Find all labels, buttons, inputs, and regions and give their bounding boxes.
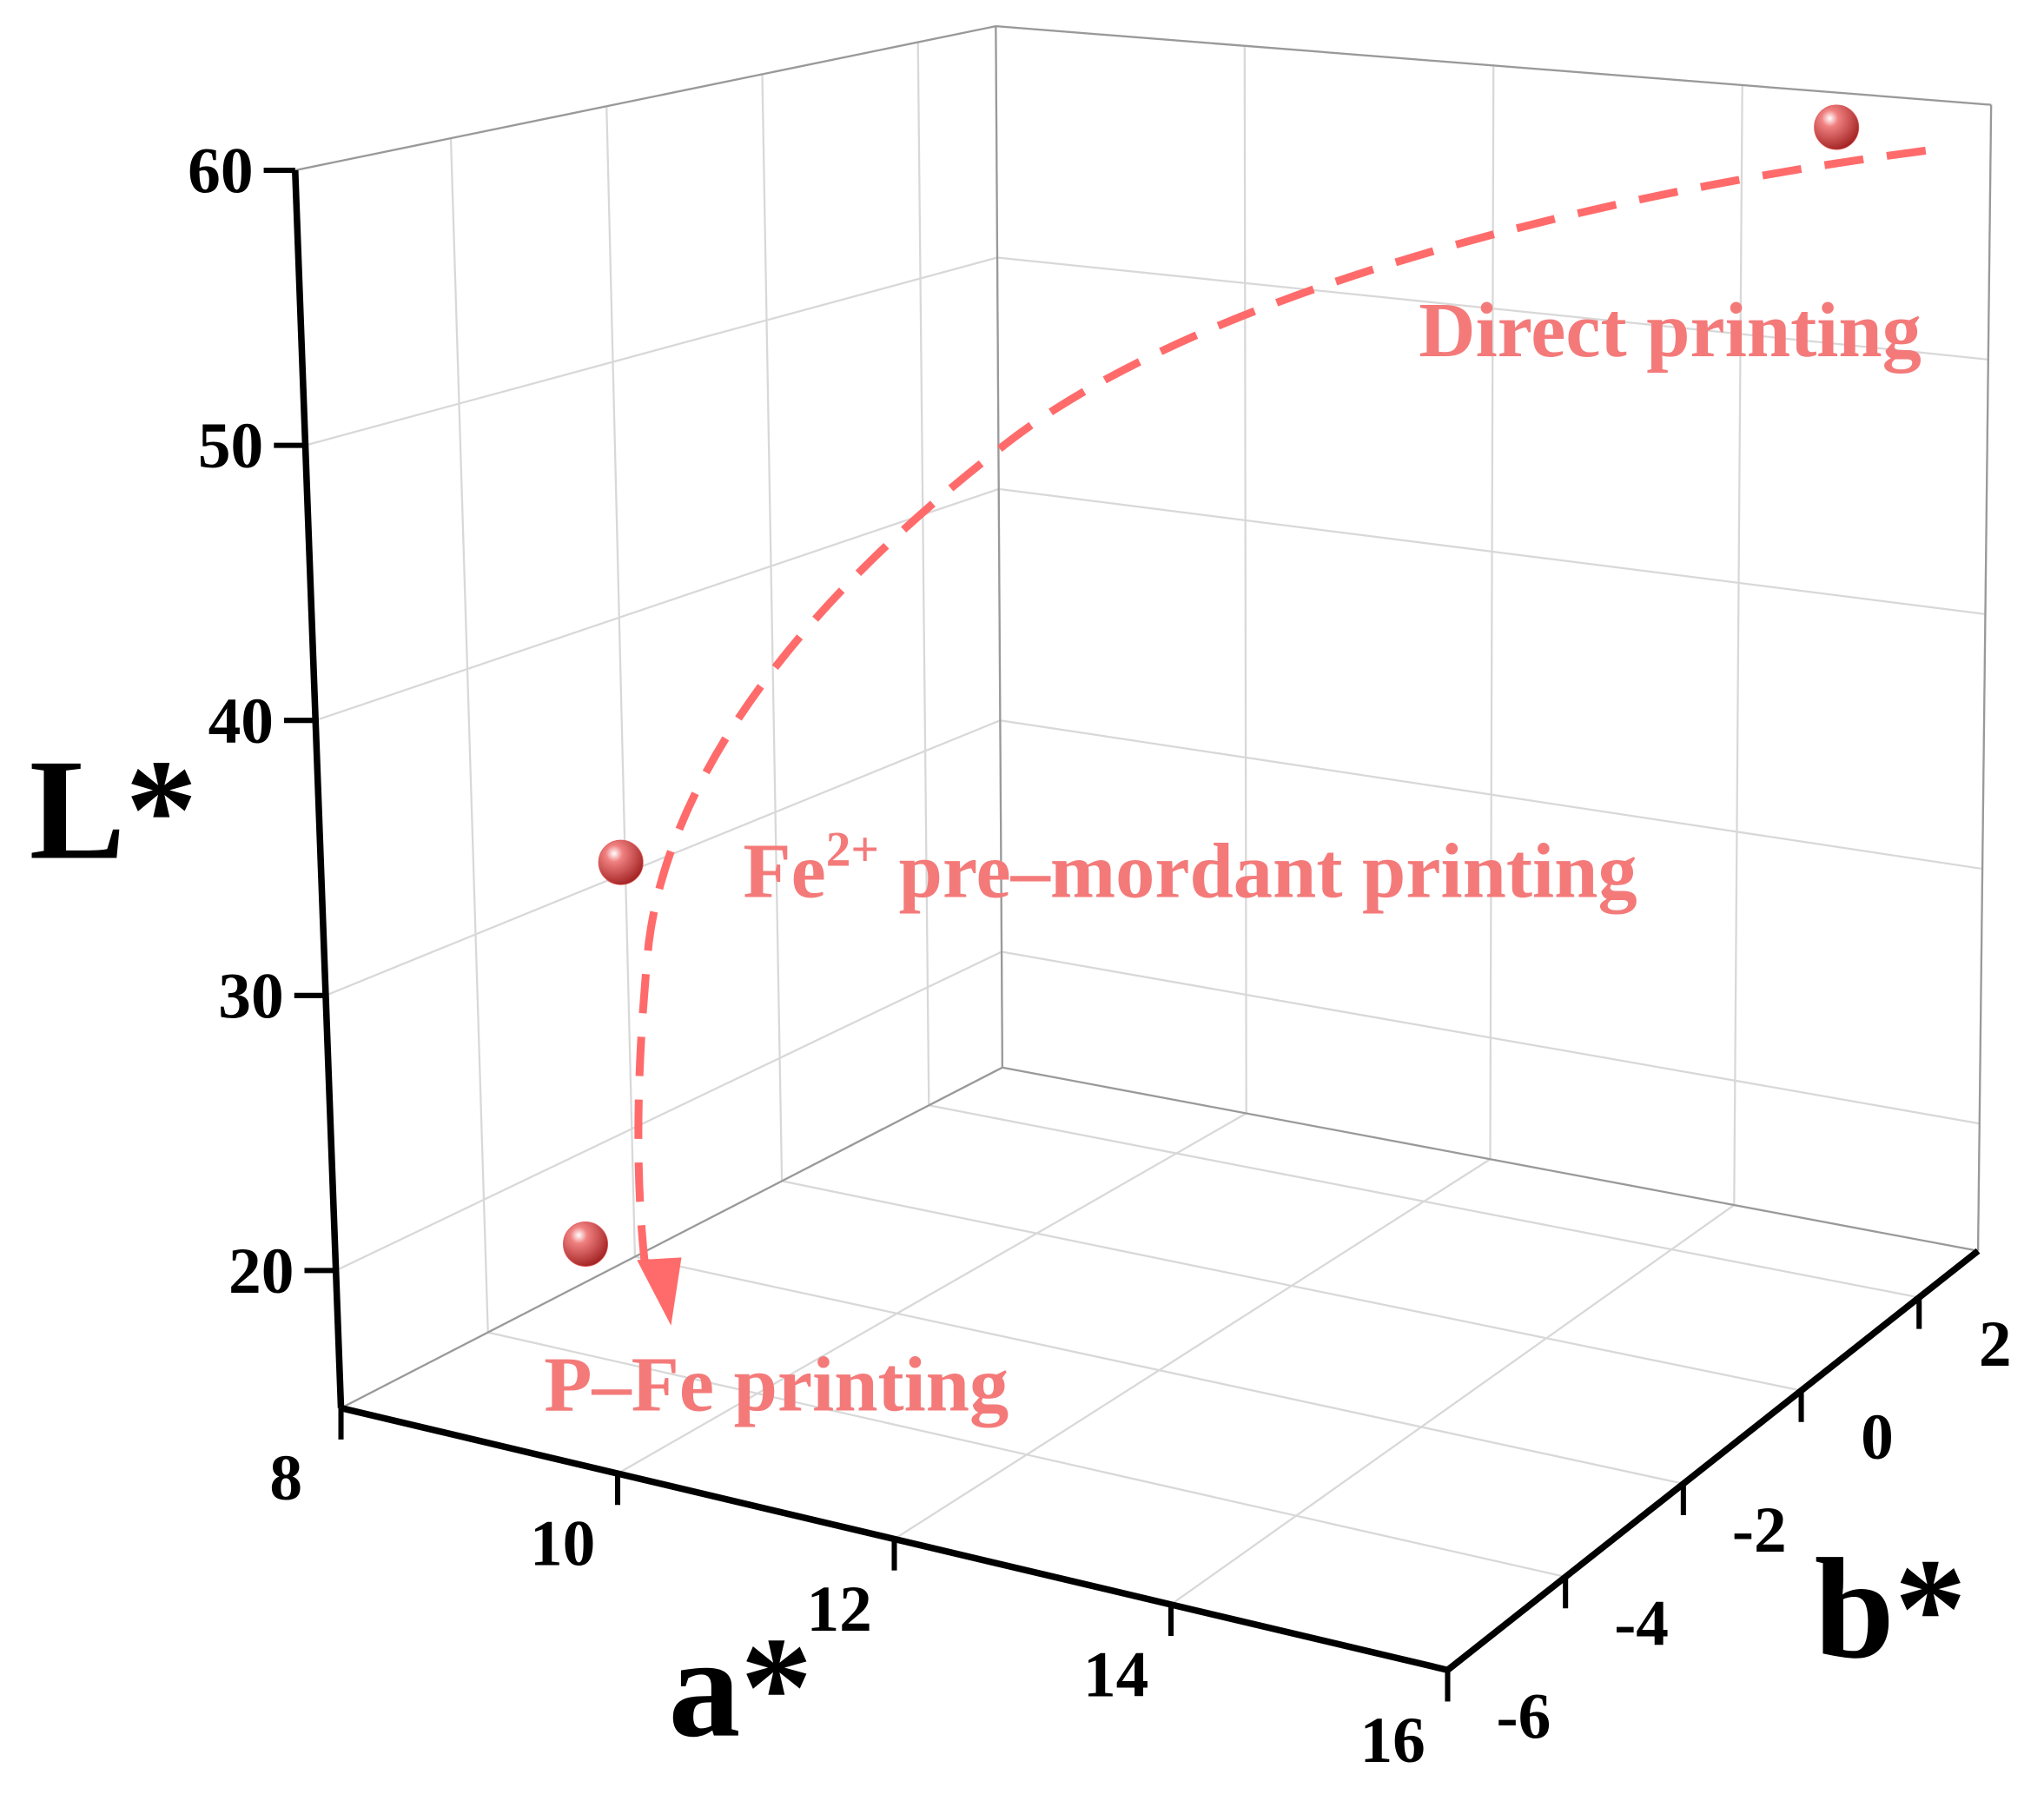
- arrow-head: [637, 1257, 682, 1326]
- grid-line: [314, 487, 1000, 722]
- grid-line: [781, 1180, 1802, 1392]
- grid-line: [929, 1104, 1920, 1299]
- axes: 8 10 12 14 16 -6 -4 -2 0 2 20 30 40 50 60: [188, 136, 2011, 1777]
- y-tick-label: 2: [1979, 1308, 2012, 1381]
- grid-line: [449, 138, 489, 1333]
- annotation-part: Fe: [743, 827, 825, 915]
- annotation-sup: 2+: [826, 823, 879, 877]
- annotation-part: pre–mordant printing: [879, 827, 1637, 915]
- grid-line: [761, 74, 784, 1182]
- grid-line: [634, 1255, 1684, 1485]
- annotation: Fe2+ pre–mordant printing: [743, 823, 1637, 915]
- grid-line: [305, 256, 998, 447]
- grid-line: [325, 719, 1001, 997]
- grid-line: [893, 1158, 1492, 1540]
- y-tick-label: -6: [1497, 1681, 1551, 1753]
- point: [563, 1221, 609, 1267]
- y-tick-label: -4: [1614, 1587, 1669, 1659]
- box-edge: [294, 25, 996, 172]
- grid-line: [998, 487, 1986, 616]
- grid-line: [1733, 84, 1743, 1206]
- point: [1814, 104, 1860, 150]
- z-tick-label: 60: [188, 136, 253, 208]
- box-edge: [341, 1066, 1003, 1409]
- grid-line: [916, 42, 930, 1106]
- grid-line: [1170, 1204, 1735, 1606]
- x-axis-title: a*: [668, 1607, 812, 1767]
- y-axis-title: b*: [1815, 1528, 1967, 1688]
- grid-line: [1489, 65, 1495, 1160]
- grid-line: [996, 256, 1988, 361]
- grid-line: [335, 950, 1002, 1272]
- box-edge: [1002, 1066, 1979, 1252]
- grid-line: [1243, 45, 1247, 1114]
- z-axis-title: L*: [30, 730, 198, 890]
- z-tick-label: 30: [218, 960, 283, 1032]
- trend-arrow: [634, 146, 1927, 1265]
- x-tick-label: 8: [269, 1442, 302, 1514]
- y-axis: [1445, 1248, 1981, 1673]
- annotation: Direct printing: [1419, 286, 1922, 374]
- box-edge: [995, 26, 1004, 1068]
- grid-line: [605, 106, 637, 1257]
- z-tick-label: 20: [228, 1235, 294, 1308]
- x-tick-label: 14: [1083, 1639, 1148, 1711]
- x-tick-label: 12: [806, 1573, 871, 1645]
- box-edge: [1976, 104, 1993, 1251]
- grid-line: [617, 1112, 1247, 1475]
- point: [598, 839, 644, 885]
- grid-line: [1000, 719, 1983, 871]
- grid-line: [1001, 950, 1980, 1125]
- x-tick-label: 10: [530, 1508, 595, 1580]
- x-tick-label: 16: [1359, 1705, 1425, 1777]
- y-tick-label: -2: [1732, 1494, 1787, 1566]
- z-axis: [291, 169, 345, 1408]
- box-edge: [996, 25, 1992, 106]
- z-tick-label: 50: [198, 410, 263, 482]
- grid-line: [487, 1331, 1566, 1579]
- annotation: P–Fe printing: [544, 1341, 1009, 1428]
- points: [563, 104, 1860, 1267]
- y-tick-label: 0: [1861, 1401, 1894, 1473]
- z-tick-label: 40: [208, 685, 274, 758]
